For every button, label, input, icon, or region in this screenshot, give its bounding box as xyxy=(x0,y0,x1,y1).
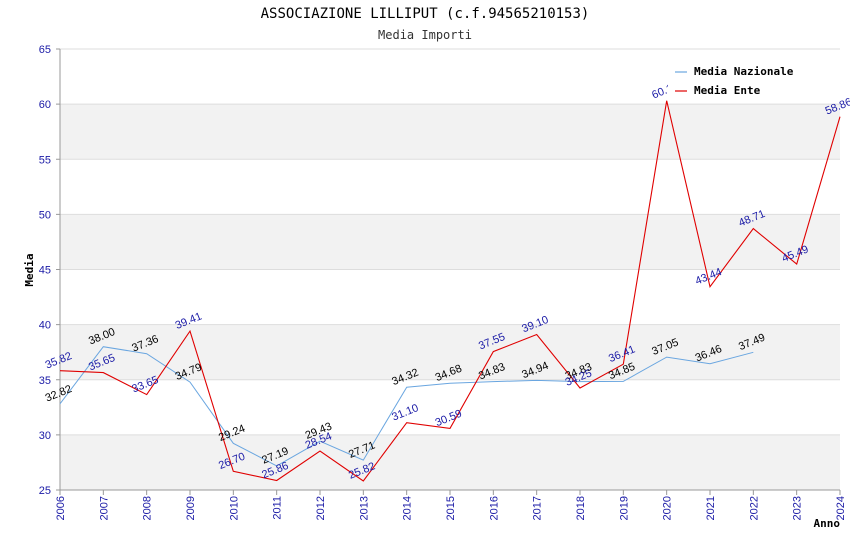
y-tick-label: 30 xyxy=(39,430,51,442)
legend-label-media-ente: Media Ente xyxy=(694,84,761,97)
x-tick-label: 2024 xyxy=(835,496,847,520)
plot-band xyxy=(60,269,840,325)
x-tick-label: 2017 xyxy=(532,496,544,520)
y-tick-label: 55 xyxy=(39,154,51,166)
x-tick-label: 2008 xyxy=(142,496,154,520)
y-tick-label: 45 xyxy=(39,265,51,277)
plot-band xyxy=(60,104,840,160)
x-tick-label: 2019 xyxy=(618,496,630,520)
x-tick-label: 2023 xyxy=(792,496,804,520)
legend-box xyxy=(668,60,809,101)
series-line-media-nazionale xyxy=(59,346,754,467)
x-tick-labels: 2006 2007 2008 2009 2010 2011 2012 2013 2014 2015… xyxy=(55,490,847,520)
y-tick-label: 40 xyxy=(39,320,51,332)
x-tick-label: 2012 xyxy=(315,496,327,520)
series-line-media-ente xyxy=(59,100,841,482)
y-tick-label: 65 xyxy=(39,44,51,56)
x-tick-label: 2018 xyxy=(575,496,587,520)
x-tick-label: 2015 xyxy=(445,496,457,520)
x-tick-label: 2022 xyxy=(748,496,760,520)
chart-title: ASSOCIAZIONE LILLIPUT (c.f.94565210153) xyxy=(261,6,590,22)
y-tick-label: 50 xyxy=(39,209,51,221)
legend-label-media-nazionale: Media Nazionale xyxy=(694,65,794,78)
plot-band xyxy=(60,214,840,270)
plot-band xyxy=(60,159,840,215)
y-tick-label: 25 xyxy=(39,485,51,497)
y-tick-label: 35 xyxy=(39,375,51,387)
chart-subtitle: Media Importi xyxy=(378,28,472,42)
x-tick-label: 2010 xyxy=(228,496,240,520)
x-tick-label: 2014 xyxy=(402,496,414,520)
x-tick-label: 2007 xyxy=(98,496,110,520)
x-tick-label: 2021 xyxy=(705,496,717,520)
series-lines xyxy=(59,100,841,482)
plot-band xyxy=(60,379,840,435)
x-axis-title: Anno xyxy=(814,517,841,530)
x-tick-label: 2006 xyxy=(55,496,67,520)
plot-band xyxy=(60,434,840,490)
x-tick-label: 2013 xyxy=(358,496,370,520)
y-tick-label: 60 xyxy=(39,99,51,111)
legend: Media Nazionale Media Ente xyxy=(668,60,809,101)
x-tick-label: 2009 xyxy=(185,496,197,520)
y-axis-title: Media xyxy=(23,253,36,286)
plot-bands xyxy=(60,49,840,490)
x-tick-label: 2020 xyxy=(662,496,674,520)
plot-band xyxy=(60,324,840,380)
x-tick-label: 2011 xyxy=(272,496,284,520)
x-tick-label: 2016 xyxy=(488,496,500,520)
y-tick-labels: 25 30 35 40 45 50 55 60 65 xyxy=(39,44,60,497)
